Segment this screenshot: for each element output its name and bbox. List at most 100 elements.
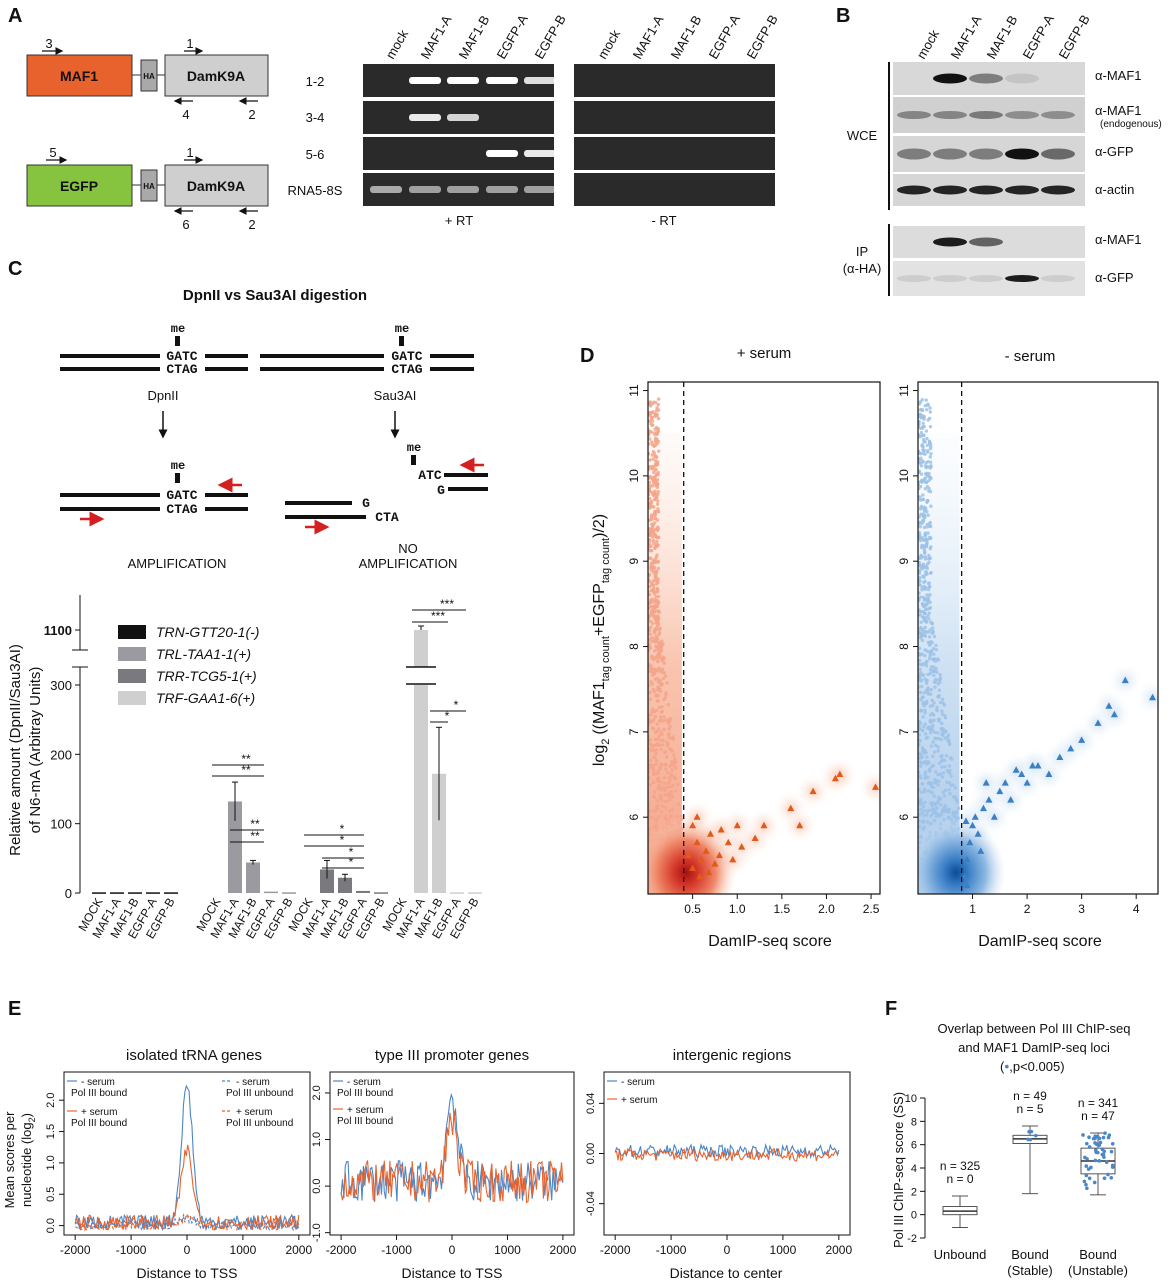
- data-point: [654, 627, 658, 631]
- data-point: [659, 710, 664, 714]
- legend-swatch: [118, 647, 146, 661]
- y-tick-label: 2: [911, 1186, 917, 1198]
- data-point: [918, 561, 922, 565]
- data-point: [921, 819, 926, 823]
- data-point: [938, 814, 942, 818]
- data-point: [661, 804, 665, 808]
- data-point: [920, 746, 925, 750]
- y-tick-label: 6: [911, 1140, 917, 1152]
- density-halo: [1134, 679, 1158, 716]
- data-point: [921, 827, 925, 831]
- data-point: [918, 774, 922, 778]
- data-point: [653, 413, 658, 417]
- data-point: [667, 727, 671, 731]
- data-point: [932, 818, 937, 823]
- y-tick-label: 2.0: [45, 1093, 57, 1108]
- data-point: [648, 742, 652, 746]
- data-point: [1106, 1172, 1110, 1177]
- data-point: [920, 790, 924, 795]
- data-point: [920, 781, 925, 786]
- ylabel2-sub: 2: [27, 1117, 37, 1122]
- data-point: [655, 772, 660, 776]
- blot-band: [1005, 148, 1039, 160]
- data-point: [653, 578, 657, 582]
- data-point: [650, 535, 655, 539]
- data-point: [656, 599, 660, 603]
- data-point: [1082, 1179, 1087, 1184]
- wce-label: WCE: [847, 128, 878, 143]
- data-point: [928, 593, 932, 597]
- data-point: [655, 502, 660, 506]
- outlier-marker: [990, 813, 998, 820]
- site-top-2: GATC: [166, 488, 197, 503]
- data-point: [648, 632, 653, 636]
- data-point: [659, 747, 663, 752]
- gel-row-label: 1-2: [306, 74, 325, 89]
- group-sublabel: (Unstable): [1068, 1263, 1128, 1278]
- outlier-marker: [1067, 744, 1075, 752]
- data-point: [924, 620, 929, 624]
- data-point: [1110, 1163, 1115, 1168]
- data-point: [922, 809, 927, 813]
- data-point: [925, 525, 930, 529]
- outlier-marker: [729, 855, 737, 863]
- data-point: [928, 406, 932, 410]
- data-point: [656, 416, 661, 421]
- data-point: [653, 443, 658, 448]
- x-tick-label: 2.5: [863, 902, 880, 916]
- data-point: [660, 743, 665, 747]
- data-point: [651, 583, 656, 587]
- damk9a-box: [164, 54, 269, 97]
- data-point: [657, 734, 661, 738]
- ha-tag-label: HA: [143, 72, 155, 81]
- data-point: [922, 804, 926, 809]
- blot-band: [933, 275, 967, 282]
- data-point: [937, 779, 941, 783]
- data-point: [947, 781, 952, 785]
- data-point: [919, 807, 924, 811]
- data-point: [928, 455, 932, 459]
- data-point: [653, 516, 658, 521]
- data-point: [918, 631, 922, 635]
- data-point: [656, 499, 660, 503]
- data-point: [929, 620, 933, 624]
- data-point: [924, 461, 928, 465]
- data-point: [648, 539, 652, 543]
- data-point: [655, 644, 660, 649]
- panel-letter-c: C: [8, 258, 22, 280]
- data-point: [929, 451, 933, 456]
- cut-g: G: [437, 483, 445, 498]
- legend-label: TRL-TAA1-1(+): [156, 646, 251, 662]
- primer-4-label: 4: [182, 107, 189, 122]
- blue-dot-icon: •: [1004, 1058, 1009, 1074]
- data-point: [672, 753, 676, 757]
- panel-letter-b: B: [836, 5, 850, 27]
- outlier-marker: [711, 860, 719, 867]
- data-point: [927, 522, 932, 526]
- data-point: [918, 723, 921, 727]
- data-point: [668, 716, 673, 721]
- panel-f-title-1: Overlap between Pol III ChIP-seq: [938, 1021, 1131, 1036]
- data-point: [655, 437, 659, 441]
- data-point: [918, 667, 922, 672]
- data-point: [650, 522, 654, 526]
- data-point: [659, 730, 663, 735]
- data-point: [650, 654, 654, 659]
- data-point: [650, 744, 654, 748]
- dpnii-label: DpnII: [147, 388, 178, 403]
- data-point: [929, 687, 933, 692]
- outlier-marker: [693, 838, 701, 846]
- gel-row-label: RNA5-8S: [288, 183, 343, 198]
- data-point: [662, 776, 667, 780]
- data-point: [657, 776, 661, 780]
- data-point: [649, 604, 653, 609]
- x-tick-label: 2000: [285, 1243, 312, 1257]
- data-point: [657, 632, 661, 637]
- data-point: [653, 756, 657, 760]
- bar: [374, 892, 388, 894]
- plot-frame: [647, 381, 881, 895]
- data-point: [927, 611, 931, 615]
- x-tick-label: 0: [449, 1243, 456, 1257]
- data-point: [651, 780, 656, 784]
- y-tick-label: 0: [65, 886, 72, 901]
